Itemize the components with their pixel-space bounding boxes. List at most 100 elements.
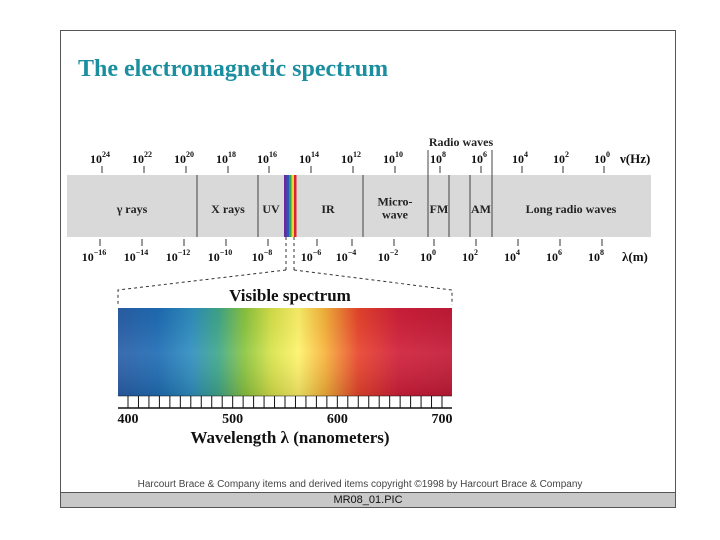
wavelength-tick-0-exp: −16 <box>94 248 107 257</box>
frequency-tick-3-base: 10 <box>216 152 228 166</box>
wavelength-tick-2-exp: −12 <box>178 248 191 257</box>
slide-frame <box>60 30 676 508</box>
frequency-unit: ν(Hz) <box>619 151 650 166</box>
wavelength-tick-12-base: 10 <box>588 250 600 264</box>
wavelength-tick-6-base: 10 <box>336 250 348 264</box>
nm-tick-label-0: 400 <box>118 412 139 427</box>
wavelength-axis: 10−16 10−14 10−12 10−10 10−8 10−6 10−4 10−2 100 1… <box>82 248 604 264</box>
wavelength-tick-12-exp: 8 <box>600 248 604 257</box>
wavelength-tick-2-base: 10 <box>166 250 178 264</box>
wavelength-tick-5: 10−6 <box>301 248 322 264</box>
frequency-tick-10: 104 <box>512 150 528 166</box>
frequency-tick-11-exp: 2 <box>565 150 569 159</box>
wavelength-tick-marks <box>99 239 603 246</box>
nanometer-axis-label: Wavelength λ (nanometers) <box>190 428 389 447</box>
visible-spectrum-title: Visible spectrum <box>229 286 351 305</box>
nm-tick-label-1: 500 <box>222 412 243 427</box>
frequency-tick-0-base: 10 <box>90 152 102 166</box>
nanometer-tick-labels: 400 500 600 700 <box>118 412 453 427</box>
frequency-tick-4-exp: 16 <box>269 150 277 159</box>
wavelength-unit: λ(m) <box>622 249 648 264</box>
frequency-tick-12-base: 10 <box>594 152 606 166</box>
frequency-tick-9-base: 10 <box>471 152 483 166</box>
wavelength-tick-8-base: 10 <box>420 250 432 264</box>
frequency-tick-10-exp: 4 <box>524 150 528 159</box>
wavelength-tick-11-base: 10 <box>546 250 558 264</box>
wavelength-tick-10-exp: 4 <box>516 248 520 257</box>
frequency-tick-7-exp: 10 <box>395 150 403 159</box>
band-label-3-line-0: IR <box>321 202 335 216</box>
nm-tick-label-3: 700 <box>432 412 453 427</box>
frequency-tick-10-base: 10 <box>512 152 524 166</box>
wavelength-tick-6-exp: −4 <box>348 248 357 257</box>
wavelength-tick-4-exp: −8 <box>264 248 273 257</box>
frequency-tick-9: 106 <box>471 150 487 166</box>
frequency-tick-5: 1014 <box>299 150 319 166</box>
wavelength-tick-8-exp: 0 <box>432 248 436 257</box>
frequency-tick-6-exp: 12 <box>353 150 361 159</box>
band-labels: γ rays X rays UV IR Micro-wave FM AM Long radio… <box>116 195 617 222</box>
wavelength-tick-1: 10−14 <box>124 248 149 264</box>
wavelength-tick-5-exp: −6 <box>313 248 322 257</box>
expansion-lines <box>117 237 453 305</box>
nanometer-tick-marks <box>127 396 443 408</box>
page-title: The electromagnetic spectrum <box>78 56 389 82</box>
band-label-1-line-0: X rays <box>211 202 245 216</box>
frequency-tick-7-base: 10 <box>383 152 395 166</box>
wavelength-tick-7: 10−2 <box>378 248 399 264</box>
band-label-6-line-0: AM <box>471 202 491 216</box>
frequency-tick-5-exp: 14 <box>311 150 319 159</box>
band-label-0-line-0: γ rays <box>116 202 148 216</box>
spectrum-band <box>67 175 651 237</box>
wavelength-tick-2: 10−12 <box>166 248 191 264</box>
frequency-tick-6: 1012 <box>341 150 361 166</box>
wavelength-tick-8: 100 <box>420 248 436 264</box>
frequency-tick-11-base: 10 <box>553 152 565 166</box>
frequency-tick-0-exp: 24 <box>102 150 110 159</box>
frequency-tick-0: 1024 <box>90 150 110 166</box>
frequency-tick-12: 100 <box>594 150 610 166</box>
wavelength-tick-5-base: 10 <box>301 250 313 264</box>
frequency-tick-8-exp: 8 <box>442 150 446 159</box>
wavelength-tick-10-base: 10 <box>504 250 516 264</box>
wavelength-tick-6: 10−4 <box>336 248 357 264</box>
frequency-tick-1-base: 10 <box>132 152 144 166</box>
frequency-tick-4-base: 10 <box>257 152 269 166</box>
frequency-tick-2: 1020 <box>174 150 194 166</box>
band-label-5-line-0: FM <box>430 202 449 216</box>
wavelength-tick-11-exp: 6 <box>558 248 562 257</box>
wavelength-tick-7-base: 10 <box>378 250 390 264</box>
wavelength-tick-0: 10−16 <box>82 248 107 264</box>
wavelength-tick-1-exp: −14 <box>136 248 149 257</box>
wavelength-tick-12: 108 <box>588 248 604 264</box>
frequency-tick-2-base: 10 <box>174 152 186 166</box>
frequency-tick-6-base: 10 <box>341 152 353 166</box>
nm-tick-label-2: 600 <box>327 412 348 427</box>
frequency-tick-8: 108 <box>430 150 446 166</box>
band-dividers <box>196 175 493 237</box>
wavelength-tick-3: 10−10 <box>208 248 233 264</box>
footer-filename: MR08_01.PIC <box>60 492 676 508</box>
wavelength-tick-4: 10−8 <box>252 248 273 264</box>
visible-strip <box>284 175 297 237</box>
radio-waves-label: Radio waves <box>429 135 494 149</box>
frequency-tick-1: 1022 <box>132 150 152 166</box>
frequency-tick-2-exp: 20 <box>186 150 194 159</box>
frequency-tick-8-base: 10 <box>430 152 442 166</box>
frequency-tick-7: 1010 <box>383 150 403 166</box>
wavelength-tick-7-exp: −2 <box>390 248 399 257</box>
frequency-tick-12-exp: 0 <box>606 150 610 159</box>
frequency-tick-3: 1018 <box>216 150 236 166</box>
wavelength-tick-0-base: 10 <box>82 250 94 264</box>
band-label-4-line-0: Micro- <box>377 195 412 209</box>
wavelength-tick-1-base: 10 <box>124 250 136 264</box>
wavelength-tick-10: 104 <box>504 248 520 264</box>
wavelength-tick-3-exp: −10 <box>220 248 233 257</box>
frequency-tick-9-exp: 6 <box>483 150 487 159</box>
wavelength-tick-9-exp: 2 <box>474 248 478 257</box>
wavelength-tick-9-base: 10 <box>462 250 474 264</box>
frequency-tick-11: 102 <box>553 150 569 166</box>
frequency-axis: 1024 1022 1020 1018 1016 1014 1012 1010 108 106 10… <box>90 150 610 166</box>
wavelength-tick-11: 106 <box>546 248 562 264</box>
